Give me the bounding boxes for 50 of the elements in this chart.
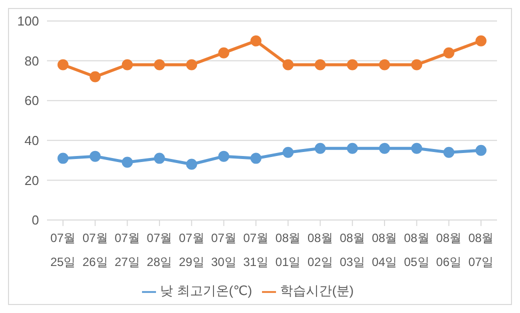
point: [122, 59, 133, 70]
point: [476, 144, 486, 156]
point: [122, 156, 133, 168]
point: [379, 59, 390, 70]
y-tick-label: 20: [24, 172, 39, 188]
y-tick-label: 40: [24, 133, 39, 148]
x-tick-label: 07월 25일: [50, 231, 76, 269]
point: [314, 59, 326, 70]
point: [282, 146, 294, 158]
point: [476, 35, 486, 46]
x-tick-label: 08월 07일: [468, 231, 494, 269]
point: [411, 142, 422, 154]
x-tick-label: 07월 27일: [114, 231, 140, 269]
x-tick-label: 08월 03일: [340, 231, 366, 269]
x-tick-label: 07월 29일: [178, 231, 204, 269]
y-tick-label: 100: [17, 14, 39, 29]
x-tick-label: 08월 02일: [308, 231, 333, 269]
point: [379, 142, 390, 154]
y-tick-label: 80: [24, 53, 39, 68]
point: [411, 59, 422, 70]
legend-label: 낮 최고기온(℃): [160, 283, 252, 298]
point: [314, 142, 326, 154]
point: [154, 59, 165, 70]
x-tick-label: 08월 04일: [372, 231, 398, 269]
x-tick-label: 08월 06일: [436, 231, 462, 269]
point: [218, 150, 230, 162]
x-tick-label: 08월 05일: [404, 231, 430, 269]
point: [443, 146, 454, 158]
point: [186, 158, 198, 170]
point: [90, 150, 101, 162]
x-tick-label: 08월 01일: [275, 231, 301, 269]
y-tick-label: 60: [24, 93, 39, 108]
point: [282, 59, 294, 70]
x-tick-label: 07월 28일: [146, 231, 172, 269]
legend-label: 학습시간(분): [280, 283, 354, 298]
point: [443, 47, 454, 58]
point: [218, 47, 230, 58]
point: [154, 152, 165, 164]
x-tick-label: 07월 30일: [211, 231, 236, 269]
point: [58, 152, 68, 164]
point: [250, 35, 262, 46]
point: [250, 152, 262, 164]
x-tick-label: 07월 26일: [82, 231, 108, 269]
x-tick-label: 07월 31일: [243, 231, 269, 269]
y-tick-label: 0: [32, 212, 39, 228]
point: [186, 59, 198, 70]
point: [346, 59, 358, 70]
point: [58, 59, 68, 70]
point: [90, 71, 101, 82]
point: [346, 142, 358, 154]
